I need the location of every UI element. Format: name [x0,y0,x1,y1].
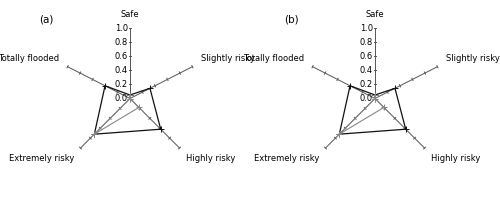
Text: (a): (a) [39,14,54,24]
Text: Extremely risky: Extremely risky [8,154,74,164]
Text: 0.8: 0.8 [360,38,373,47]
Text: Slightly risky: Slightly risky [200,54,254,63]
Text: 1.0: 1.0 [360,24,373,33]
Text: 0.4: 0.4 [360,66,373,75]
Text: Safe: Safe [366,10,384,19]
Text: 0.0: 0.0 [360,94,373,103]
Text: 0.8: 0.8 [114,38,128,47]
Text: 1.0: 1.0 [115,24,128,33]
Text: 0.2: 0.2 [360,80,373,89]
Text: Extremely risky: Extremely risky [254,154,319,164]
Text: (b): (b) [284,14,298,24]
Text: 0.0: 0.0 [115,94,128,103]
Text: 0.4: 0.4 [115,66,128,75]
Text: Safe: Safe [120,10,140,19]
Text: Totally flooded: Totally flooded [244,54,304,63]
Text: 0.2: 0.2 [115,80,128,89]
Text: 0.6: 0.6 [114,52,128,61]
Text: Totally flooded: Totally flooded [0,54,60,63]
Text: Highly risky: Highly risky [186,154,236,164]
Text: Slightly risky: Slightly risky [446,54,500,63]
Text: 0.6: 0.6 [360,52,373,61]
Text: Highly risky: Highly risky [431,154,480,164]
